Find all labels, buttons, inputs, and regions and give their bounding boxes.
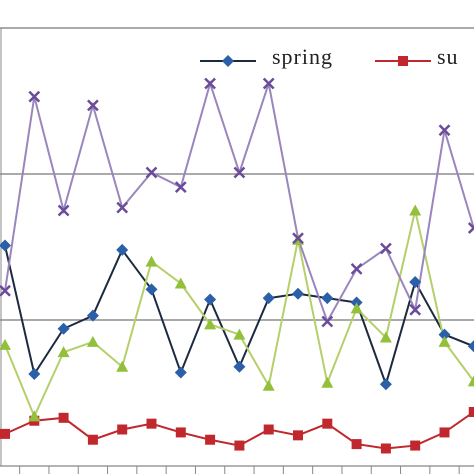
point <box>57 322 70 335</box>
point <box>262 379 275 391</box>
legend-label: su <box>437 44 459 69</box>
point <box>262 292 275 305</box>
point <box>410 440 421 451</box>
point <box>409 276 422 289</box>
point <box>233 166 246 179</box>
point <box>58 412 69 423</box>
point <box>292 287 304 300</box>
point <box>234 440 245 451</box>
point <box>467 340 474 353</box>
point <box>321 292 334 305</box>
point <box>57 346 70 358</box>
point <box>438 124 451 137</box>
point <box>233 328 246 340</box>
point <box>174 366 187 379</box>
point <box>292 232 304 245</box>
point <box>322 418 333 429</box>
point <box>174 277 187 289</box>
point <box>116 201 129 214</box>
point <box>233 360 246 373</box>
point <box>87 434 98 445</box>
point <box>204 318 217 330</box>
point <box>439 427 450 438</box>
point <box>204 77 216 90</box>
point <box>379 378 392 391</box>
point <box>205 434 216 445</box>
point <box>28 410 41 422</box>
legend-label: spring <box>272 44 333 69</box>
point <box>0 428 10 439</box>
point <box>263 424 274 435</box>
point <box>351 439 362 450</box>
point <box>145 255 158 267</box>
point <box>438 328 451 341</box>
point <box>293 430 303 441</box>
point <box>145 166 158 179</box>
point <box>175 427 186 438</box>
point <box>87 99 99 112</box>
point <box>321 315 334 328</box>
point <box>380 242 392 255</box>
point <box>28 90 41 103</box>
point <box>117 424 128 435</box>
point <box>174 181 187 194</box>
point <box>467 375 474 387</box>
point <box>146 418 157 429</box>
point <box>0 284 11 297</box>
point <box>350 302 363 314</box>
point <box>86 309 99 322</box>
point <box>116 243 129 256</box>
point <box>145 283 158 296</box>
point <box>409 303 422 316</box>
point <box>379 331 392 343</box>
point <box>116 360 129 372</box>
point <box>321 376 334 388</box>
point <box>86 335 99 347</box>
point <box>468 406 474 417</box>
point <box>380 443 391 454</box>
point <box>409 204 422 216</box>
point <box>438 335 451 347</box>
point <box>0 338 11 350</box>
legend-marker <box>398 56 408 66</box>
point <box>0 239 11 252</box>
point <box>204 293 217 306</box>
point <box>350 263 363 275</box>
point <box>57 204 70 217</box>
point <box>262 77 275 90</box>
legend-marker <box>222 55 234 67</box>
point <box>28 368 41 381</box>
